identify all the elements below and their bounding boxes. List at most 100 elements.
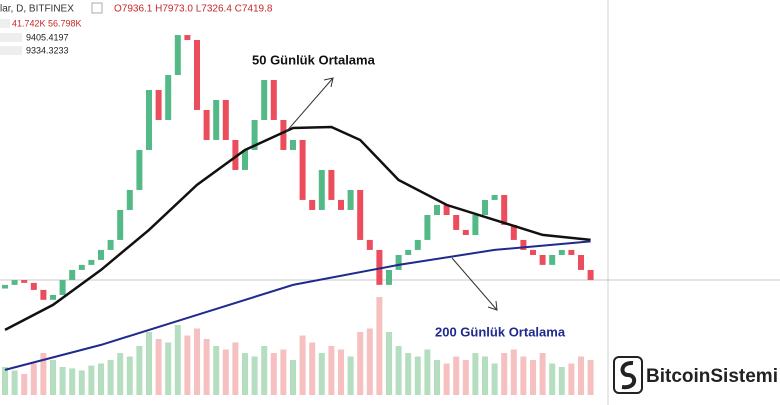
candle xyxy=(434,204,440,215)
volume-bar xyxy=(405,353,412,395)
moving-average xyxy=(4,125,591,332)
candle xyxy=(491,195,498,200)
candle xyxy=(510,224,517,240)
volume-bar xyxy=(328,346,335,395)
volume-bar xyxy=(203,339,210,395)
candle xyxy=(21,280,28,283)
candle xyxy=(338,199,344,210)
candle xyxy=(501,195,508,225)
candle xyxy=(242,149,248,170)
volume-bar xyxy=(568,363,575,395)
volume-bar xyxy=(290,360,296,395)
candle xyxy=(11,280,18,285)
candle xyxy=(98,249,104,260)
volume-bar xyxy=(376,297,383,395)
candle xyxy=(462,229,469,235)
candle xyxy=(146,89,152,150)
volume-bar xyxy=(510,349,517,395)
volume-bar xyxy=(222,349,229,395)
candle xyxy=(194,39,200,110)
volume-bar xyxy=(136,346,143,395)
volume-bar xyxy=(347,356,354,395)
arrow xyxy=(285,77,334,133)
volume-bar xyxy=(443,363,450,395)
volume-bar xyxy=(59,367,66,395)
candle xyxy=(59,280,66,295)
volume-bar xyxy=(520,356,527,395)
volume-bar xyxy=(578,356,584,395)
candle xyxy=(530,249,536,255)
volume-bar xyxy=(40,353,47,395)
volume-bar xyxy=(213,346,220,395)
candle xyxy=(299,139,306,200)
volume-bar xyxy=(98,363,104,395)
candle xyxy=(405,249,412,255)
candle xyxy=(30,282,37,290)
volume-bar xyxy=(558,367,565,395)
volume-bar xyxy=(386,332,392,395)
icon xyxy=(91,2,103,14)
volume-bar xyxy=(357,332,364,395)
candle xyxy=(328,169,335,200)
volume-bar xyxy=(165,342,172,395)
volume-bar xyxy=(30,363,37,395)
candle xyxy=(69,269,76,281)
volume-bar xyxy=(453,356,460,395)
volume-bar xyxy=(309,342,316,395)
volume-bar xyxy=(251,356,258,395)
candle xyxy=(203,109,210,140)
volume-bar xyxy=(338,349,344,395)
volume-bar xyxy=(11,370,18,395)
candle xyxy=(395,254,402,270)
volume-bar xyxy=(366,328,373,395)
volume-bar xyxy=(194,328,200,395)
volume-bar xyxy=(587,360,594,395)
moving-average xyxy=(4,240,591,371)
candle xyxy=(251,119,258,150)
volume-bar xyxy=(242,353,248,395)
volume-bar xyxy=(78,370,85,395)
volume-bar xyxy=(88,365,95,395)
candle xyxy=(309,199,316,210)
candle xyxy=(424,214,431,240)
candle xyxy=(290,139,296,150)
candle xyxy=(232,139,239,170)
symbol-label: lar, D, BITFINEX xyxy=(0,4,74,15)
volume-bar xyxy=(174,325,181,395)
volume-bar xyxy=(472,353,479,395)
candle xyxy=(558,249,565,255)
candle xyxy=(50,294,56,300)
arrow-head xyxy=(487,300,498,311)
candle xyxy=(165,75,172,120)
ohlc-label: O7936.1 H7973.0 L7326.4 C7419.8 xyxy=(114,4,273,15)
candle xyxy=(270,79,277,120)
candle xyxy=(280,119,287,150)
candle xyxy=(40,289,47,300)
volume-bar xyxy=(414,356,421,395)
volume-bar xyxy=(299,335,306,395)
volume-bar xyxy=(280,349,287,395)
volume-bar xyxy=(395,346,402,395)
candle xyxy=(88,259,95,265)
candle xyxy=(318,169,325,210)
volume-bar xyxy=(184,335,191,395)
candle xyxy=(568,249,575,255)
annotation: 50 Günlük Ortalama xyxy=(252,52,376,67)
logo-icon xyxy=(620,361,637,390)
volume-bar xyxy=(270,353,277,395)
candle xyxy=(539,254,546,265)
candle xyxy=(136,149,143,190)
candle xyxy=(213,99,220,140)
annotation: 200 Günlük Ortalama xyxy=(435,324,566,339)
volume-bar xyxy=(491,363,498,395)
arrow xyxy=(451,257,498,311)
candle xyxy=(578,254,584,270)
volume-bar xyxy=(434,360,440,395)
candle xyxy=(155,89,162,120)
icon xyxy=(0,33,22,42)
candle xyxy=(520,239,527,250)
volume-bar xyxy=(107,360,114,395)
volume-bar xyxy=(501,353,508,395)
candle xyxy=(549,254,556,265)
candle xyxy=(261,79,268,120)
